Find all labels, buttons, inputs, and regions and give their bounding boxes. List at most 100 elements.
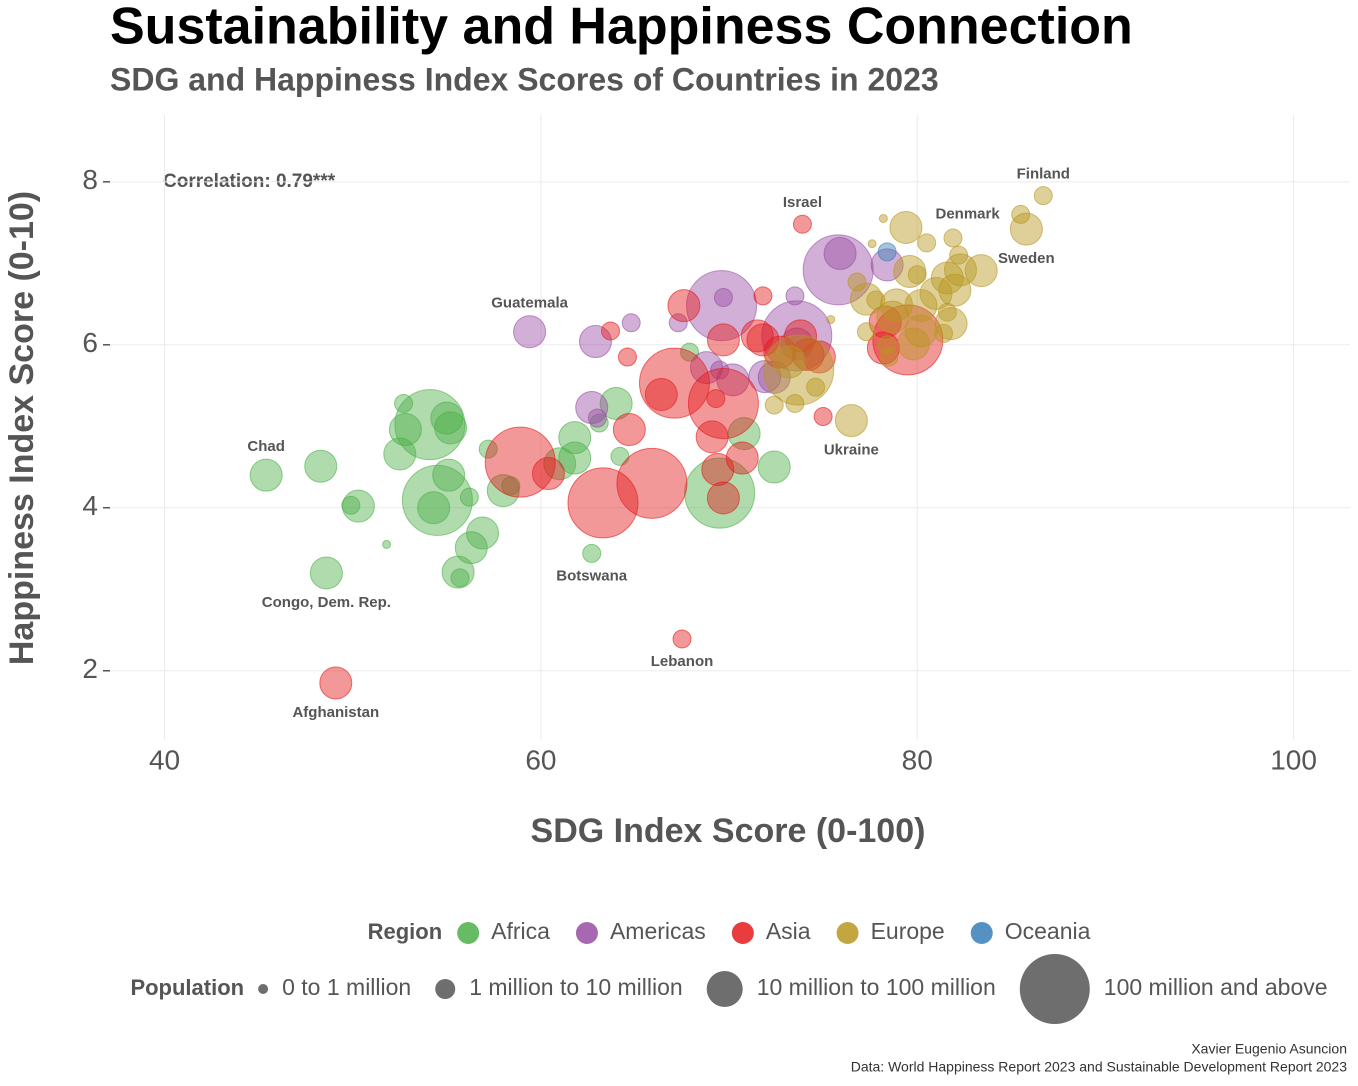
bubble (706, 389, 726, 409)
bubble (806, 377, 826, 397)
legend-label: 1 million to 10 million (469, 974, 682, 1000)
bubble (772, 345, 806, 379)
bubble (680, 342, 700, 362)
legend-title: Population (130, 975, 244, 1000)
bubble (1009, 212, 1043, 246)
legend-swatch (970, 922, 993, 944)
bubble (879, 347, 899, 367)
y-tick-label: 6 (82, 327, 98, 358)
bubble (454, 531, 488, 565)
legend-swatch (706, 971, 743, 1007)
bubble (394, 389, 466, 461)
bubble (757, 450, 791, 484)
bubble (785, 286, 805, 306)
legend-swatch (575, 922, 598, 944)
bubble (617, 347, 637, 367)
bubble (309, 556, 343, 590)
point-label: Botswana (556, 567, 628, 584)
bubble (382, 539, 392, 549)
bubble (880, 288, 914, 322)
legend-label: Africa (491, 918, 550, 944)
point-label: Ukraine (824, 442, 879, 459)
bubble (713, 288, 733, 308)
legend-swatch (435, 979, 456, 999)
bubble (531, 457, 565, 491)
point-label: Sweden (998, 250, 1055, 267)
bubble (938, 273, 972, 307)
bubble (746, 323, 780, 357)
legend-label: 10 million to 100 million (757, 974, 996, 1000)
bubble (558, 421, 592, 455)
bubble (672, 629, 692, 649)
bubble (582, 543, 602, 563)
point-label: Israel (783, 194, 822, 211)
legend-label: Americas (610, 918, 706, 944)
bubble (823, 237, 857, 271)
bubble (644, 377, 678, 411)
x-axis-title: SDG Index Score (0-100) (531, 812, 926, 850)
bubble (964, 254, 998, 288)
y-tick-label: 8 (82, 164, 98, 195)
bubble (725, 441, 759, 475)
legend-swatch (1019, 954, 1090, 1024)
bubble (934, 307, 968, 341)
caption: Data: World Happiness Report 2023 and Su… (851, 1059, 1347, 1075)
bubble (587, 408, 607, 428)
bubble (944, 253, 978, 287)
bubble (813, 406, 833, 426)
bubble (599, 386, 633, 420)
bubble (616, 447, 688, 519)
point-label: Lebanon (651, 653, 714, 670)
legend-title: Region (368, 919, 443, 944)
bubble (907, 265, 927, 285)
y-axis-title: Happiness Index Score (0-10) (3, 191, 41, 665)
bubble (459, 487, 479, 507)
bubble (1011, 204, 1031, 224)
bubble (943, 228, 963, 248)
chart-subtitle: SDG and Happiness Index Scores of Countr… (110, 61, 939, 97)
legend-label: Europe (871, 918, 945, 944)
bubble (763, 334, 835, 406)
bubble (792, 214, 812, 234)
bubble (567, 467, 639, 539)
bubble (401, 464, 473, 536)
x-tick-label: 60 (525, 744, 556, 775)
bubble (889, 210, 923, 244)
bubble (764, 395, 784, 415)
points (249, 186, 1053, 700)
bubble (753, 286, 773, 306)
bubble (575, 391, 609, 425)
bubble (878, 213, 888, 223)
bubble (791, 338, 825, 372)
bubble (434, 411, 468, 445)
bubble (341, 495, 361, 515)
bubble (877, 335, 897, 355)
y-tick-label: 2 (82, 653, 98, 684)
point-label: Guatemala (491, 295, 568, 312)
legend-label: Asia (766, 918, 811, 944)
bubble (761, 300, 833, 372)
bubble (826, 315, 836, 325)
bubble (484, 426, 556, 498)
bubble (601, 321, 621, 341)
legend-swatch (731, 922, 754, 944)
bubble (686, 270, 758, 342)
bubble (876, 300, 910, 334)
bubble (466, 516, 500, 550)
grid (110, 115, 1350, 740)
bubble (802, 340, 836, 374)
bubble (917, 233, 937, 253)
bubble (383, 437, 417, 471)
x-tick-label: 80 (902, 744, 933, 775)
bubble (319, 666, 353, 700)
point-label: Denmark (936, 205, 1001, 222)
bubble (1033, 186, 1053, 206)
bubble (304, 449, 338, 483)
bubble (706, 323, 740, 357)
caption: Xavier Eugenio Asuncion (1191, 1041, 1347, 1057)
bubble (450, 568, 470, 588)
y-tick-label: 4 (82, 490, 98, 521)
bubble (784, 319, 818, 353)
bubble (706, 481, 740, 515)
x-tick-label: 40 (149, 744, 180, 775)
